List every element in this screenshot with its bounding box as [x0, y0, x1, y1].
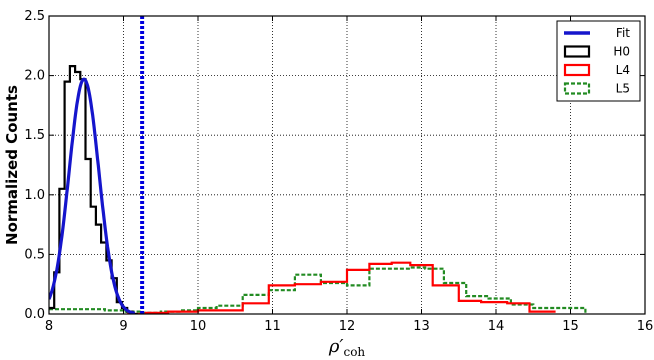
x-axis-label: ρ′coh — [328, 336, 366, 359]
y-axis-label: Normalized Counts — [3, 85, 21, 245]
x-tick-label: 10 — [190, 319, 207, 334]
legend-swatch-l4 — [563, 63, 591, 77]
y-tick-label: 1.0 — [24, 188, 45, 203]
x-tick-label: 16 — [637, 319, 654, 334]
legend-item-l5: L5 — [563, 82, 630, 96]
x-axis-label-sub: coh — [343, 345, 365, 359]
legend-item-h0: H0 — [563, 45, 630, 59]
y-tick-label: 1.5 — [24, 128, 45, 143]
x-tick-label: 14 — [488, 319, 505, 334]
y-tick-label: 2.5 — [24, 9, 45, 24]
y-tick-label: 0.5 — [24, 247, 45, 262]
axis-ticks: 8 9 10 11 12 13 14 15 16 0.0 0.5 1.0 1.5 2.0 2.5 — [24, 9, 653, 334]
legend: Fit H0 L4 L5 — [556, 20, 641, 102]
x-tick-label: 13 — [413, 319, 430, 334]
legend-swatch-h0 — [563, 45, 591, 58]
y-tick-label: 2.0 — [24, 69, 45, 84]
legend-swatch-l5 — [563, 82, 591, 95]
x-tick-label: 15 — [562, 319, 579, 334]
legend-item-fit: Fit — [564, 26, 630, 40]
y-tick-label: 0.0 — [24, 307, 45, 322]
legend-label-fit: Fit — [616, 26, 630, 40]
legend-item-l4: L4 — [563, 63, 630, 77]
x-axis-label-main: ρ′ — [328, 336, 344, 357]
x-tick-label: 9 — [119, 319, 127, 334]
x-tick-label: 11 — [264, 319, 281, 334]
legend-label-h0: H0 — [613, 45, 630, 59]
legend-label-l4: L4 — [616, 63, 630, 77]
x-tick-label: 8 — [45, 319, 53, 334]
series-fit-curve — [49, 77, 136, 314]
grid — [49, 16, 645, 314]
x-tick-label: 12 — [339, 319, 356, 334]
legend-label-l5: L5 — [616, 82, 630, 96]
